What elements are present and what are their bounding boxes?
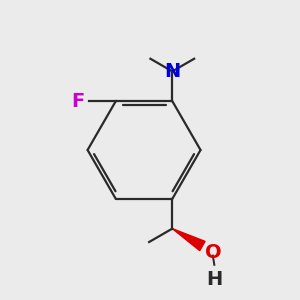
Text: H: H bbox=[206, 270, 222, 289]
Polygon shape bbox=[172, 229, 205, 250]
Text: N: N bbox=[164, 62, 180, 81]
Text: F: F bbox=[71, 92, 85, 111]
Text: O: O bbox=[205, 242, 221, 262]
